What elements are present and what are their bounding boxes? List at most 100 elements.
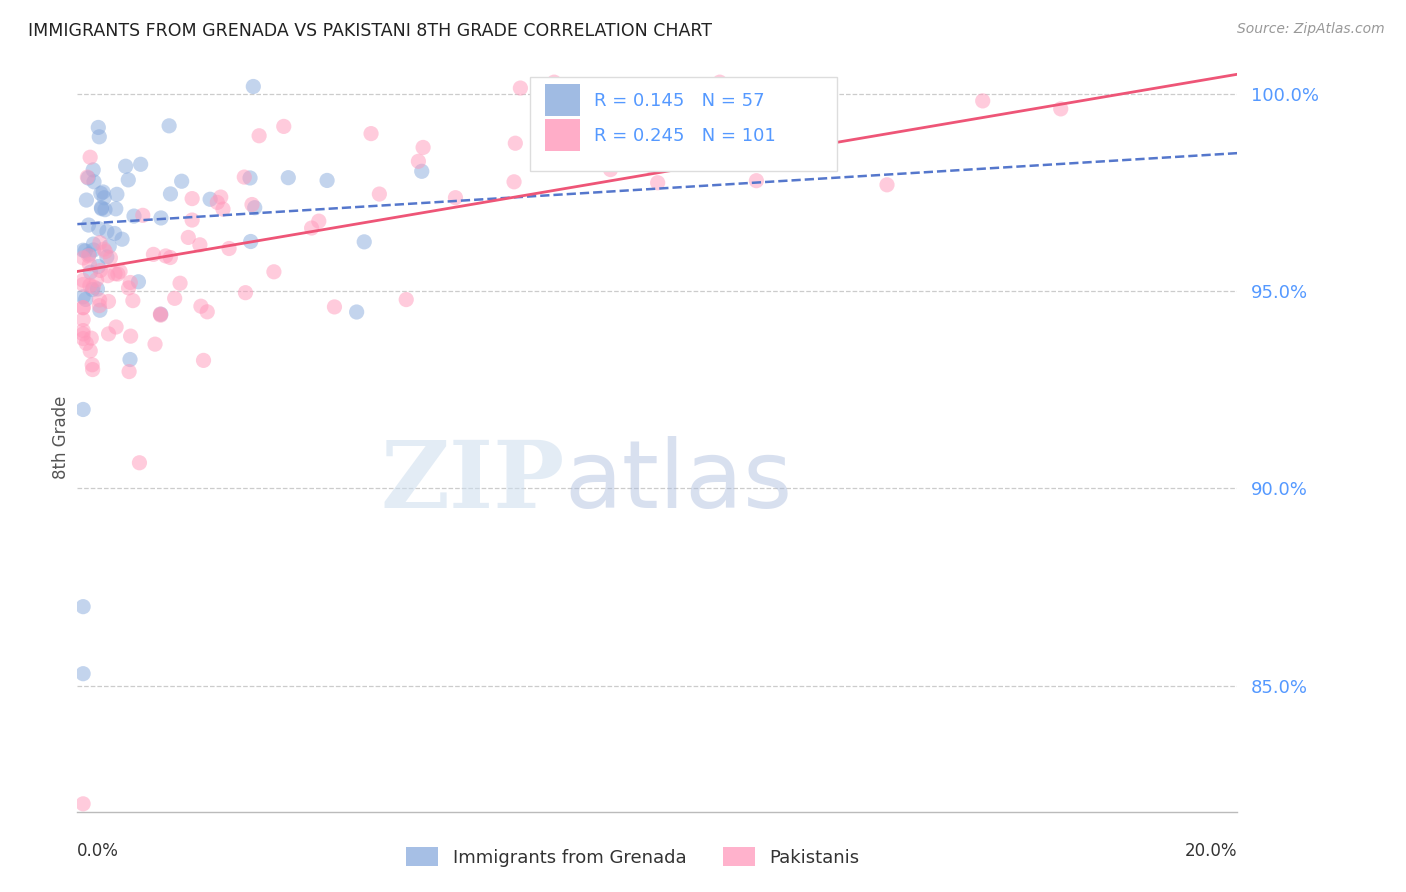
Point bbox=[104, 202, 127, 216]
Point bbox=[128, 456, 150, 470]
Point bbox=[212, 202, 235, 216]
Point bbox=[76, 170, 98, 185]
Point bbox=[89, 303, 111, 318]
Point bbox=[578, 118, 600, 132]
Point bbox=[181, 213, 204, 227]
Point bbox=[273, 120, 295, 134]
Point bbox=[728, 96, 751, 111]
Point bbox=[120, 329, 142, 343]
Point bbox=[72, 332, 94, 346]
Legend: Immigrants from Grenada, Pakistanis: Immigrants from Grenada, Pakistanis bbox=[399, 840, 866, 874]
Point bbox=[72, 277, 94, 292]
Point bbox=[509, 81, 531, 95]
Point bbox=[239, 171, 262, 186]
Point bbox=[72, 324, 94, 338]
Point bbox=[72, 599, 94, 614]
Point bbox=[181, 192, 204, 206]
Point bbox=[301, 221, 323, 235]
FancyBboxPatch shape bbox=[544, 84, 579, 116]
Text: 20.0%: 20.0% bbox=[1185, 842, 1237, 860]
Point bbox=[530, 135, 553, 149]
Point bbox=[143, 337, 166, 351]
Point bbox=[505, 136, 527, 151]
Point bbox=[117, 281, 139, 295]
Point bbox=[117, 173, 139, 187]
Point bbox=[240, 197, 263, 211]
Point bbox=[82, 362, 104, 376]
Point bbox=[157, 119, 180, 133]
Point bbox=[149, 308, 172, 322]
Point bbox=[149, 307, 172, 321]
Point bbox=[127, 275, 149, 289]
Point bbox=[121, 293, 143, 308]
Point bbox=[87, 260, 110, 274]
Point bbox=[82, 162, 104, 177]
Point bbox=[77, 171, 100, 186]
Point bbox=[72, 797, 94, 811]
Point bbox=[82, 280, 104, 294]
Point bbox=[603, 104, 626, 119]
Point bbox=[77, 247, 100, 261]
Point bbox=[75, 244, 97, 258]
Point bbox=[972, 94, 994, 108]
Point bbox=[97, 268, 120, 283]
Point bbox=[96, 225, 118, 239]
Point bbox=[79, 265, 101, 279]
Text: atlas: atlas bbox=[565, 436, 793, 528]
Point bbox=[543, 75, 565, 89]
Point bbox=[277, 170, 299, 185]
Point bbox=[89, 235, 111, 250]
Point bbox=[82, 237, 104, 252]
Point bbox=[346, 305, 368, 319]
Point bbox=[188, 237, 211, 252]
Point bbox=[89, 263, 111, 277]
Point bbox=[368, 187, 391, 202]
Point bbox=[83, 243, 105, 257]
Point bbox=[640, 159, 662, 173]
Point bbox=[79, 257, 101, 271]
Point bbox=[86, 273, 108, 287]
Point bbox=[72, 290, 94, 304]
Text: IMMIGRANTS FROM GRENADA VS PAKISTANI 8TH GRADE CORRELATION CHART: IMMIGRANTS FROM GRENADA VS PAKISTANI 8TH… bbox=[28, 22, 711, 40]
Point bbox=[263, 265, 285, 279]
Point bbox=[129, 157, 152, 171]
Point bbox=[114, 159, 136, 173]
Point bbox=[79, 343, 101, 358]
Point bbox=[209, 190, 232, 204]
Point bbox=[72, 251, 94, 265]
Point bbox=[142, 247, 165, 261]
Point bbox=[412, 140, 434, 154]
Point bbox=[799, 149, 821, 163]
Point bbox=[323, 300, 346, 314]
Point bbox=[149, 211, 172, 225]
Point bbox=[235, 285, 257, 300]
Point bbox=[72, 666, 94, 681]
Point bbox=[242, 79, 264, 94]
Point bbox=[233, 170, 256, 185]
Point bbox=[360, 127, 382, 141]
Point bbox=[72, 301, 94, 315]
Point bbox=[87, 120, 110, 135]
Point bbox=[159, 186, 181, 201]
Point bbox=[90, 201, 112, 215]
Point bbox=[72, 402, 94, 417]
Point bbox=[91, 185, 114, 199]
Point bbox=[97, 326, 120, 341]
Point bbox=[673, 108, 696, 122]
Point bbox=[72, 326, 94, 341]
Point bbox=[734, 106, 756, 120]
Point bbox=[93, 242, 115, 256]
Point bbox=[94, 244, 117, 259]
Text: R = 0.145   N = 57: R = 0.145 N = 57 bbox=[593, 92, 763, 110]
Point bbox=[108, 264, 131, 278]
Point bbox=[75, 336, 97, 351]
Point bbox=[93, 191, 115, 205]
Point bbox=[316, 173, 339, 187]
Point bbox=[755, 134, 778, 148]
Text: ZIP: ZIP bbox=[380, 437, 565, 527]
Point bbox=[105, 320, 128, 334]
Point bbox=[120, 276, 142, 290]
Point bbox=[83, 175, 105, 189]
Point bbox=[90, 202, 112, 216]
Point bbox=[94, 202, 117, 217]
